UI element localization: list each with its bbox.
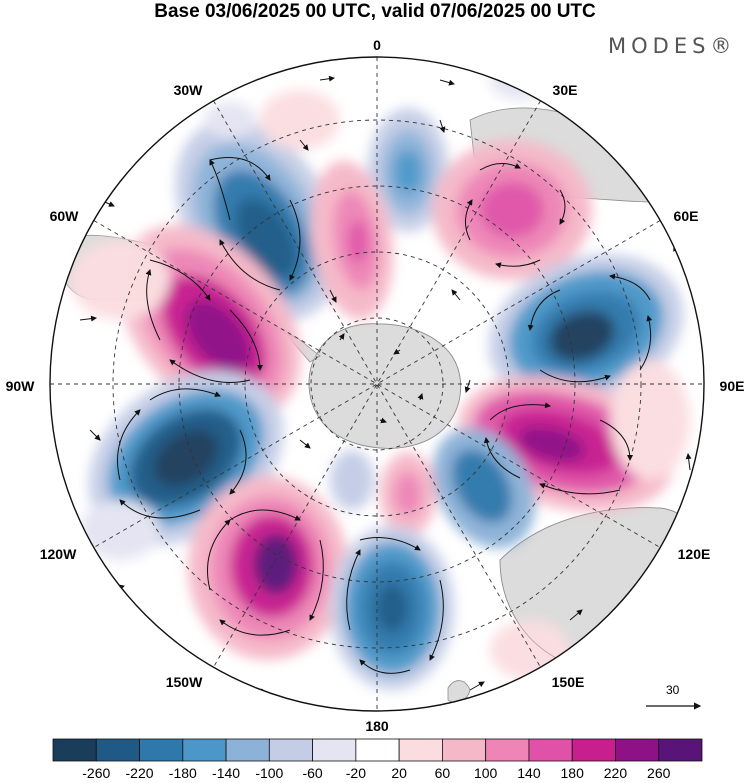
colorbar-swatch xyxy=(658,738,703,762)
anomaly-shading xyxy=(70,60,690,690)
lon-label-30w: 30W xyxy=(173,82,203,98)
colorbar-swatch xyxy=(355,738,400,762)
lon-label-90w: 90W xyxy=(5,378,35,394)
lon-label-90e: 90E xyxy=(719,378,745,394)
colorbar-tick-label: 180 xyxy=(560,765,584,781)
colorbar-swatch xyxy=(398,738,443,762)
colorbar-swatch xyxy=(528,738,573,762)
colorbar-tick-label: -100 xyxy=(255,765,284,781)
colorbar-tick-label: 260 xyxy=(647,765,671,781)
colorbar-tick-label: -60 xyxy=(302,765,323,781)
antarctica xyxy=(308,323,462,449)
lon-label-150e: 150E xyxy=(551,674,585,690)
colorbar-swatch xyxy=(225,738,270,762)
colorbar-tick-label: -220 xyxy=(125,765,154,781)
colorbar-swatch xyxy=(182,738,227,762)
reference-vector-label: 30 xyxy=(666,683,680,697)
colorbar xyxy=(52,738,703,762)
colorbar-swatch xyxy=(485,738,530,762)
modes-logo: MODES® xyxy=(608,34,737,58)
colorbar-tick-label: -180 xyxy=(168,765,197,781)
colorbar-tick-label: 100 xyxy=(473,765,498,781)
colorbar-tick-label: -260 xyxy=(82,765,111,781)
colorbar-swatch xyxy=(571,738,616,762)
lon-label-150w: 150W xyxy=(165,674,203,690)
lat-lon-grid xyxy=(50,57,704,711)
coastlines xyxy=(308,323,704,663)
colorbar-tick-label: 20 xyxy=(391,765,407,781)
colorbar-swatch xyxy=(312,738,357,762)
colorbar-swatch xyxy=(95,738,140,762)
map-disk xyxy=(50,57,704,711)
lon-label-60w: 60W xyxy=(49,208,79,224)
lon-label-60e: 60E xyxy=(673,208,699,224)
colorbar-tick-label: 60 xyxy=(434,765,451,781)
colorbar-swatch xyxy=(615,738,660,762)
lon-label-120w: 120W xyxy=(39,546,77,562)
colorbar-swatch xyxy=(52,738,97,762)
colorbar-swatch xyxy=(441,738,487,762)
lon-label-180: 180 xyxy=(365,718,389,734)
lon-label-120e: 120E xyxy=(677,546,711,562)
colorbar-tick-label: 220 xyxy=(603,765,628,781)
colorbar-swatch xyxy=(268,738,314,762)
colorbar-swatch xyxy=(139,738,184,762)
map-title: Base 03/06/2025 00 UTC, valid 07/06/2025… xyxy=(154,1,596,22)
colorbar-tick-label: -140 xyxy=(212,765,241,781)
lon-label-30e: 30E xyxy=(552,82,578,98)
colorbar-tick-label: -20 xyxy=(345,765,366,781)
map-border xyxy=(49,56,705,712)
lon-label-0: 0 xyxy=(373,37,381,53)
colorbar-tick-label: 140 xyxy=(517,765,541,781)
